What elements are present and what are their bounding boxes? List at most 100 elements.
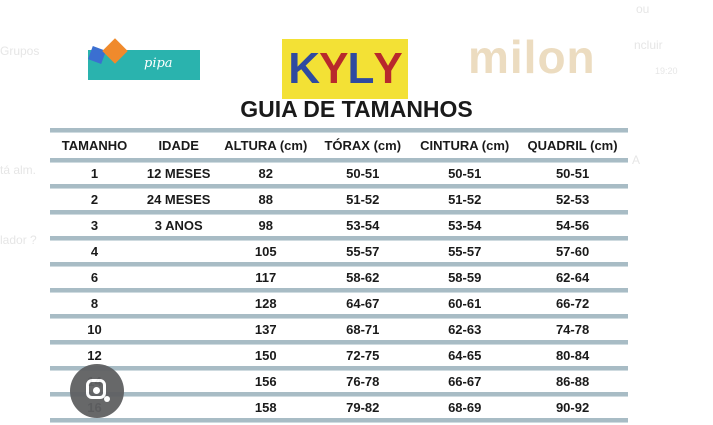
header-cell: TAMANHO [61,138,128,153]
kyly-letter: Y [319,44,348,93]
divider [50,314,628,319]
divider [50,184,628,189]
table-cell: 128 [254,296,277,311]
header-cell: IDADE [158,138,199,153]
ghost-text: ncluir [634,38,663,52]
divider [50,288,628,293]
pipa-logo: pipa [88,38,200,80]
lens-icon-dot [104,396,110,402]
ghost-text: 19:20 [655,66,678,76]
table-cell: 53-54 [448,218,482,233]
ghost-text: Grupos [0,44,40,58]
table-cell: 150 [254,348,277,363]
table-cell: 62-64 [555,270,590,285]
table-cell: 88 [258,192,273,207]
table-cell: 12 MESES [146,166,211,181]
table-cell: 58-59 [448,270,482,285]
table-cell: 55-57 [346,244,380,259]
table-row: 4 105 55-57 55-57 57-60 [50,241,628,262]
table-row: 10 137 68-71 62-63 74-78 [50,319,628,340]
table-row: 12 150 72-75 64-65 80-84 [50,345,628,366]
table-cell: 66-67 [448,374,482,389]
kyly-letter: Y [373,44,402,93]
lens-icon-dot [93,387,100,394]
divider [50,418,628,423]
divider [50,340,628,345]
table-cell: 90-92 [555,400,590,415]
table-cell: 82 [258,166,273,181]
table-cell: 50-51 [448,166,482,181]
table-cell: 156 [254,374,277,389]
table-cell: 64-67 [346,296,380,311]
milon-logo: milon [468,31,596,83]
table-cell: 117 [255,270,277,285]
table-cell: 76-78 [346,374,380,389]
ghost-text: ou [636,2,650,16]
table-row: 1 12 MESES 82 50-51 50-51 50-51 [50,163,628,184]
table-cell: 54-56 [555,218,590,233]
table-row: 2 24 MESES 88 51-52 51-52 52-53 [50,189,628,210]
ghost-text: lador ? [0,233,37,247]
table-cell: 57-60 [555,244,590,259]
table-cell: 79-82 [346,400,380,415]
kite-icon [102,38,128,64]
table-cell: 10 [87,322,102,337]
table-cell: 4 [90,244,99,259]
divider [50,262,628,267]
header-cell: QUADRIL (cm) [527,138,618,153]
table-cell: 86-88 [555,374,590,389]
table-cell: 3 ANOS [154,218,203,233]
table-row: 3 3 ANOS 98 53-54 53-54 54-56 [50,215,628,236]
table-cell: 58-62 [346,270,380,285]
kyly-letter: L [347,44,374,93]
table-cell: 51-52 [346,192,380,207]
table-cell: 24 MESES [146,192,211,207]
table-cell: 137 [254,322,277,337]
table-cell: 72-75 [346,348,380,363]
divider [50,366,628,371]
divider [50,236,628,241]
table-cell: 64-65 [448,348,482,363]
table-cell: 68-69 [448,400,482,415]
kyly-letter: K [288,44,320,93]
table-cell: 51-52 [448,192,482,207]
table-cell: 2 [90,192,99,207]
pipa-logo-text: pipa [144,56,173,71]
google-lens-button[interactable] [70,364,124,418]
header-cell: ALTURA (cm) [224,138,308,153]
table-header: TAMANHO IDADE ALTURA (cm) TÓRAX (cm) CIN… [50,133,628,158]
table-cell: 53-54 [346,218,380,233]
table-cell: 55-57 [448,244,482,259]
ghost-text: tá alm. [0,163,37,177]
table-cell: 6 [90,270,99,285]
lens-icon [86,379,106,399]
header-cell: TÓRAX (cm) [324,138,402,153]
divider [50,158,628,163]
table-cell: 80-84 [555,348,590,363]
table-cell: 66-72 [555,296,590,311]
table-cell: 158 [254,400,277,415]
ghost-text: A [632,153,641,167]
table-cell: 105 [254,244,277,259]
table-cell: 50-51 [346,166,380,181]
table-cell: 12 [87,348,102,363]
table-cell: 1 [90,166,99,181]
divider [50,128,628,133]
table-cell: 50-51 [555,166,590,181]
table-cell: 62-63 [448,322,482,337]
table-cell: 60-61 [448,296,482,311]
table-cell: 3 [90,218,99,233]
size-table: TAMANHO IDADE ALTURA (cm) TÓRAX (cm) CIN… [50,128,628,423]
table-row: 6 117 58-62 58-59 62-64 [50,267,628,288]
table-row: 8 128 64-67 60-61 66-72 [50,293,628,314]
header-cell: CINTURA (cm) [420,138,510,153]
table-cell: 68-71 [346,322,380,337]
divider [50,392,628,397]
table-cell: 98 [258,218,273,233]
divider [50,210,628,215]
table-cell: 52-53 [555,192,590,207]
table-cell: 74-78 [555,322,590,337]
page-title: GUIA DE TAMANHOS [240,96,473,122]
